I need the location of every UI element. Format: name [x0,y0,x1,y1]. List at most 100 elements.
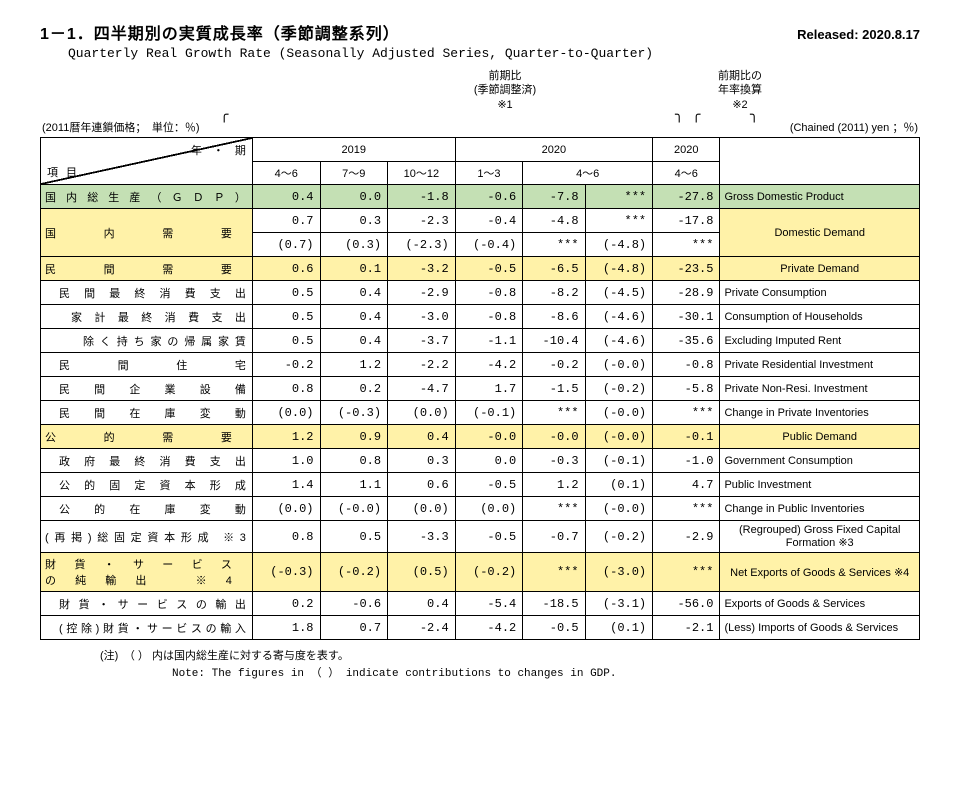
cell: -2.9 [388,281,456,305]
cell: (0.5) [388,553,456,592]
col-q3: 10～12 [388,162,456,185]
cell: -2.2 [388,353,456,377]
row-label: 国 内 総 生 産 （ Ｇ Ｄ Ｐ ） [41,185,253,209]
cell: (-4.6) [585,305,653,329]
row-label-en: Private Non-Resi. Investment [720,377,920,401]
cell: -4.7 [388,377,456,401]
released-label: Released: 2020.8.17 [797,27,920,42]
cell: 0.5 [320,521,388,553]
cell: -0.8 [455,281,523,305]
cell: (-0.3) [320,401,388,425]
cell: -8.6 [523,305,585,329]
cell: (0.0) [252,401,320,425]
cell: 0.6 [252,257,320,281]
row-label-en: (Regrouped) Gross Fixed Capital Formatio… [720,521,920,553]
cell: -0.4 [455,209,523,233]
cell: 0.1 [320,257,388,281]
cell: 0.7 [320,616,388,640]
brace-right: ╮ [675,107,683,124]
row-label: 民 間 在 庫 変 動 [41,401,253,425]
cell: (-4.8) [585,257,653,281]
note-jp: (注) （ ） 内は国内総生産に対する寄与度を表す。 [100,648,920,666]
cell: 0.0 [320,185,388,209]
row-label-en: Private Demand [720,257,920,281]
cell: (-0.2) [585,521,653,553]
cell: -0.6 [320,592,388,616]
cell: 0.9 [320,425,388,449]
cell: -0.6 [455,185,523,209]
cell: (-0.1) [455,401,523,425]
row-label: 財 貨 ・ サ ー ビ ス の 輸 出 [41,592,253,616]
cell: -4.8 [523,209,585,233]
row-label-en: Private Residential Investment [720,353,920,377]
cell: *** [523,233,585,257]
cell: (-0.0) [585,425,653,449]
cell: -1.0 [653,449,720,473]
cell: -3.3 [388,521,456,553]
row-label: 公的需要 [41,425,253,449]
cell: (0.0) [455,497,523,521]
cell: (0.0) [388,401,456,425]
row-label-en: Consumption of Households [720,305,920,329]
cell: -23.5 [653,257,720,281]
cell: (0.3) [320,233,388,257]
col-2019: 2019 [252,138,455,162]
cell: 0.8 [252,521,320,553]
cell: -7.8 [523,185,585,209]
brace2-right: ╮ [750,107,758,124]
cell: -0.5 [455,473,523,497]
cell: (0.1) [585,616,653,640]
cell: 1.0 [252,449,320,473]
cell: (0.7) [252,233,320,257]
cell: 0.4 [320,305,388,329]
row-label: 家 計 最 終 消 費 支 出 [41,305,253,329]
cell: -0.5 [455,257,523,281]
row-label: 公 的 固 定 資 本 形 成 [41,473,253,497]
row-label: 国内需要 [41,209,253,257]
cell: -3.2 [388,257,456,281]
cell: (-4.6) [585,329,653,353]
cell: -3.0 [388,305,456,329]
title-jp: 1－1．四半期別の実質成長率（季節調整系列） [40,20,400,44]
cell: 0.3 [388,449,456,473]
cell: 1.8 [252,616,320,640]
cell: 0.4 [252,185,320,209]
row-label-en: Excluding Imputed Rent [720,329,920,353]
cell: -0.3 [523,449,585,473]
cell: (-0.2) [455,553,523,592]
cell: 0.0 [455,449,523,473]
cell: 0.2 [252,592,320,616]
cell: 1.2 [320,353,388,377]
cell: (-2.3) [388,233,456,257]
cell: -0.8 [455,305,523,329]
row-label: 民間住宅 [41,353,253,377]
cell: -3.7 [388,329,456,353]
cell: 0.8 [252,377,320,401]
row-label: 政 府 最 終 消 費 支 出 [41,449,253,473]
unit-right: (Chained (2011) yen ；％) [790,119,918,135]
row-label: 民 間 最 終 消 費 支 出 [41,281,253,305]
cell: 4.7 [653,473,720,497]
cell: *** [523,497,585,521]
cell: -0.5 [523,616,585,640]
cell: -56.0 [653,592,720,616]
cell: -2.4 [388,616,456,640]
cell: 0.7 [252,209,320,233]
cell: 0.2 [320,377,388,401]
cell: -0.1 [653,425,720,449]
cell: (-0.0) [585,401,653,425]
cell: (-0.1) [585,449,653,473]
cell: (-4.8) [585,233,653,257]
col-q6: 4～6 [653,162,720,185]
cell: (0.1) [585,473,653,497]
row-label-en: Exports of Goods & Services [720,592,920,616]
row-label-en: Domestic Demand [720,209,920,257]
row-label-en: Private Consumption [720,281,920,305]
cell: -2.9 [653,521,720,553]
row-label-en: Net Exports of Goods & Services ※4 [720,553,920,592]
cell: *** [653,401,720,425]
cell: 0.3 [320,209,388,233]
cell: -30.1 [653,305,720,329]
row-label-en: Public Demand [720,425,920,449]
cell: (-0.0) [585,497,653,521]
